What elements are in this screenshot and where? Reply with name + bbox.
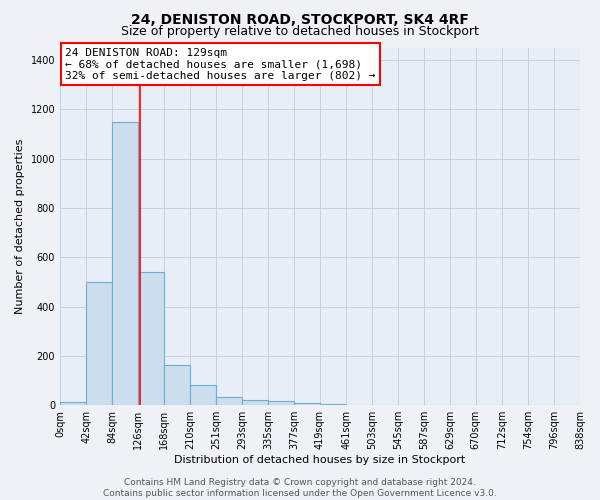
Text: 24 DENISTON ROAD: 129sqm
← 68% of detached houses are smaller (1,698)
32% of sem: 24 DENISTON ROAD: 129sqm ← 68% of detach…: [65, 48, 376, 80]
Bar: [60, 402, 86, 405]
Bar: [112, 122, 138, 405]
Bar: [268, 401, 294, 405]
Bar: [294, 402, 320, 405]
Y-axis label: Number of detached properties: Number of detached properties: [15, 138, 25, 314]
Bar: [242, 400, 268, 405]
Text: Size of property relative to detached houses in Stockport: Size of property relative to detached ho…: [121, 25, 479, 38]
Bar: [138, 272, 164, 405]
Bar: [86, 282, 112, 405]
Bar: [216, 396, 242, 405]
X-axis label: Distribution of detached houses by size in Stockport: Distribution of detached houses by size …: [175, 455, 466, 465]
Bar: [164, 365, 190, 405]
Bar: [190, 384, 216, 405]
Bar: [320, 404, 346, 405]
Text: Contains HM Land Registry data © Crown copyright and database right 2024.
Contai: Contains HM Land Registry data © Crown c…: [103, 478, 497, 498]
Text: 24, DENISTON ROAD, STOCKPORT, SK4 4RF: 24, DENISTON ROAD, STOCKPORT, SK4 4RF: [131, 12, 469, 26]
